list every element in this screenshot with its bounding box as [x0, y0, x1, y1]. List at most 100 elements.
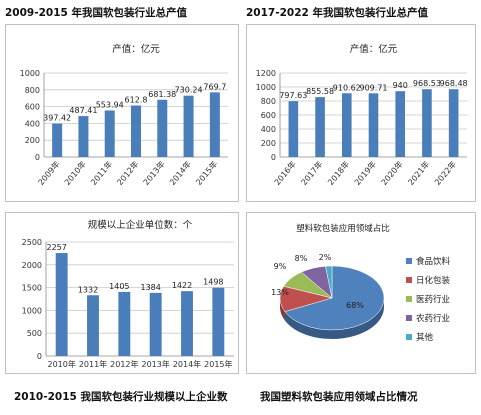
- bar: [315, 97, 325, 157]
- bar: [131, 105, 141, 157]
- y-tick-label: 200: [25, 136, 40, 145]
- x-tick-label: 2012年: [115, 159, 141, 187]
- bar-value-label: 769.7: [203, 82, 226, 91]
- bar: [448, 89, 459, 157]
- bar: [183, 95, 194, 157]
- x-tick-label: 2011年: [79, 359, 107, 369]
- bar: [157, 99, 168, 157]
- chart1-panel: 产值：亿元 0 200 400 600 800 1000 397.42 2009年 487.41 2…: [5, 24, 239, 202]
- bar: [422, 89, 432, 157]
- y-tick-label: 1000: [256, 83, 276, 92]
- bar-value-label: 968.53: [413, 79, 441, 88]
- x-tick-label: 2011年: [88, 159, 114, 187]
- x-tick-label: 2017年: [299, 159, 325, 187]
- caption-chart3: 2010-2015 我国软包装行业规模以上企业数: [14, 391, 228, 403]
- bar-value-label: 968.48: [440, 79, 468, 88]
- bar: [149, 292, 162, 356]
- y-tick-label: 1000: [20, 69, 40, 78]
- bar: [118, 291, 131, 356]
- legend-label: 食品饮料: [416, 256, 451, 267]
- bar: [395, 91, 406, 157]
- chart-title: 产值：亿元: [112, 43, 160, 55]
- x-tick-label: 2010年: [47, 359, 75, 369]
- y-tick-label: 800: [261, 97, 276, 106]
- bar: [288, 101, 299, 157]
- legend-label: 日化包装: [416, 275, 451, 286]
- chart2-svg: 产值：亿元 0 200 400 600 800 1000 1200 797.63 2016年 855…: [256, 43, 468, 187]
- legend-swatch: [406, 315, 412, 321]
- legend-swatch: [406, 296, 412, 302]
- bar-value-label: 1332: [78, 285, 98, 294]
- bar-value-label: 612.8: [125, 96, 148, 105]
- y-tick-label: 2000: [22, 261, 42, 270]
- bar-value-label: 487.41: [69, 106, 97, 115]
- caption-chart1: 2009-2015 年我国软包装行业总产值: [5, 7, 187, 19]
- y-tick-label: 400: [261, 125, 276, 134]
- bar-value-label: 1422: [172, 281, 192, 290]
- legend-label: 农药行业: [416, 313, 450, 324]
- x-tick-label: 2014年: [167, 159, 193, 187]
- pie-value-label: 2%: [319, 253, 332, 262]
- chart2-panel: 产值：亿元 0 200 400 600 800 1000 1200 797.63 2016年 855…: [246, 24, 476, 202]
- bar-value-label: 553.94: [96, 100, 124, 109]
- y-tick-label: 600: [25, 103, 40, 112]
- bar-value-label: 1498: [203, 278, 223, 287]
- bar-value-label: 910.62: [333, 83, 361, 92]
- bar: [181, 291, 193, 356]
- x-tick-label: 2009年: [36, 159, 62, 187]
- chart4-panel: 塑料软包装应用领域占比 68% 13% 9% 8% 2% 食品饮料 日化包装 医药行业 农药行业其…: [246, 212, 476, 374]
- bar-value-label: 855.58: [306, 87, 334, 96]
- bar: [341, 93, 352, 157]
- legend-swatch: [406, 258, 412, 264]
- pie-slice-side: [284, 298, 384, 339]
- y-tick-label: 200: [261, 139, 276, 148]
- chart-title: 产值：亿元: [350, 43, 398, 55]
- bar: [368, 93, 379, 157]
- pie-slice-side: [280, 298, 285, 321]
- y-tick-label: 800: [25, 86, 40, 95]
- pie-value-label: 68%: [346, 301, 364, 310]
- x-tick-label: 2022年: [432, 159, 458, 187]
- bar: [212, 287, 225, 356]
- bar: [78, 116, 89, 157]
- legend-swatch: [406, 334, 412, 340]
- chart-title: 塑料软包装应用领域占比: [296, 223, 390, 234]
- y-tick-label: 400: [25, 119, 40, 128]
- y-tick-label: 1200: [256, 69, 276, 78]
- bar-value-label: 1384: [140, 283, 160, 292]
- bar: [52, 123, 63, 157]
- bar-value-label: 909.71: [360, 83, 388, 92]
- y-tick-label: 0: [35, 153, 40, 162]
- bar: [104, 110, 115, 157]
- caption-chart2: 2017-2022 年我国软包装行业总产值: [246, 7, 428, 19]
- y-tick-label: 1000: [22, 306, 42, 315]
- x-tick-label: 2015年: [204, 359, 232, 369]
- bar-value-label: 681.38: [148, 90, 176, 99]
- x-tick-label: 2018年: [325, 159, 351, 187]
- legend-swatch: [406, 277, 412, 283]
- x-tick-label: 2021年: [406, 159, 432, 187]
- x-tick-label: 2015年: [193, 159, 219, 187]
- y-tick-label: 500: [27, 329, 42, 338]
- x-tick-label: 2010年: [62, 159, 88, 187]
- y-tick-label: 1500: [22, 284, 42, 293]
- pie-slice: [325, 265, 333, 299]
- legend-label: 其他: [416, 332, 434, 343]
- bar-value-label: 730.24: [175, 86, 203, 95]
- x-tick-label: 2013年: [141, 159, 167, 187]
- y-tick-label: 2500: [22, 238, 42, 247]
- x-tick-label: 2013年: [141, 359, 169, 369]
- pie-value-label: 8%: [295, 254, 308, 263]
- caption-chart4: 我国塑料软包装应用领域占比情况: [260, 391, 418, 403]
- y-tick-label: 0: [271, 153, 276, 162]
- bar: [209, 92, 220, 157]
- bar-value-label: 940: [393, 81, 408, 90]
- x-tick-label: 2019年: [352, 159, 378, 187]
- y-tick-label: 600: [261, 111, 276, 120]
- bar: [87, 295, 99, 356]
- x-tick-label: 2020年: [379, 159, 405, 187]
- legend-label: 医药行业: [416, 294, 450, 305]
- chart3-panel: 规模以上企业单位数：个 0 500 1000 1500 2000 2500 2257 2010年…: [5, 212, 239, 374]
- x-tick-label: 2016年: [272, 159, 298, 187]
- pie-value-label: 9%: [274, 262, 287, 271]
